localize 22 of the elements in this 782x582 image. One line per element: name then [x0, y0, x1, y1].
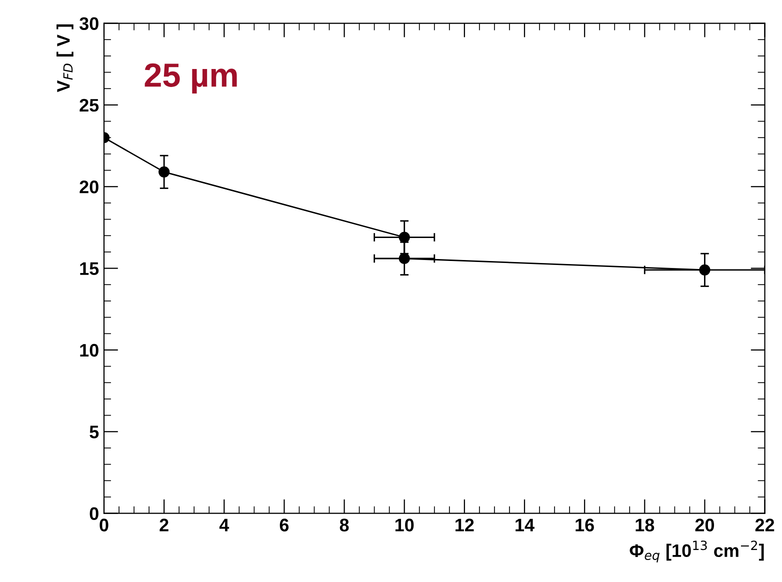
x-axis-title: Φ$_{eq}$ [10$^{13}$ cm$^{−2}$]: [630, 540, 764, 562]
x-tick-label: 0: [100, 518, 108, 532]
x-tick-label: 20: [695, 518, 714, 532]
x-tick-label: 22: [755, 518, 774, 532]
x-tick-label: 8: [340, 518, 349, 532]
x-tick-label: 12: [456, 518, 474, 532]
x-tick-label: 18: [636, 518, 654, 532]
x-tick-label: 10: [395, 518, 414, 532]
y-tick-label: 15: [80, 262, 99, 276]
x-tick-label: 4: [219, 518, 230, 532]
y-tick-label: 5: [90, 426, 99, 438]
y-axis-title: V$_{FD}$ [ V ]: [56, 24, 74, 92]
y-tick-label: 10: [80, 344, 98, 357]
y-tick-label: 30: [79, 17, 98, 30]
y-tick-label: 0: [90, 507, 98, 520]
x-tick-label: 6: [280, 518, 289, 532]
x-tick-label: 2: [160, 518, 168, 532]
x-tick-label: 14: [516, 518, 534, 532]
y-tick-label: 20: [80, 180, 98, 194]
annotation: 25 µm: [144, 63, 237, 94]
x-tick-label: 16: [576, 518, 594, 532]
y-tick-label: 25: [80, 98, 99, 112]
